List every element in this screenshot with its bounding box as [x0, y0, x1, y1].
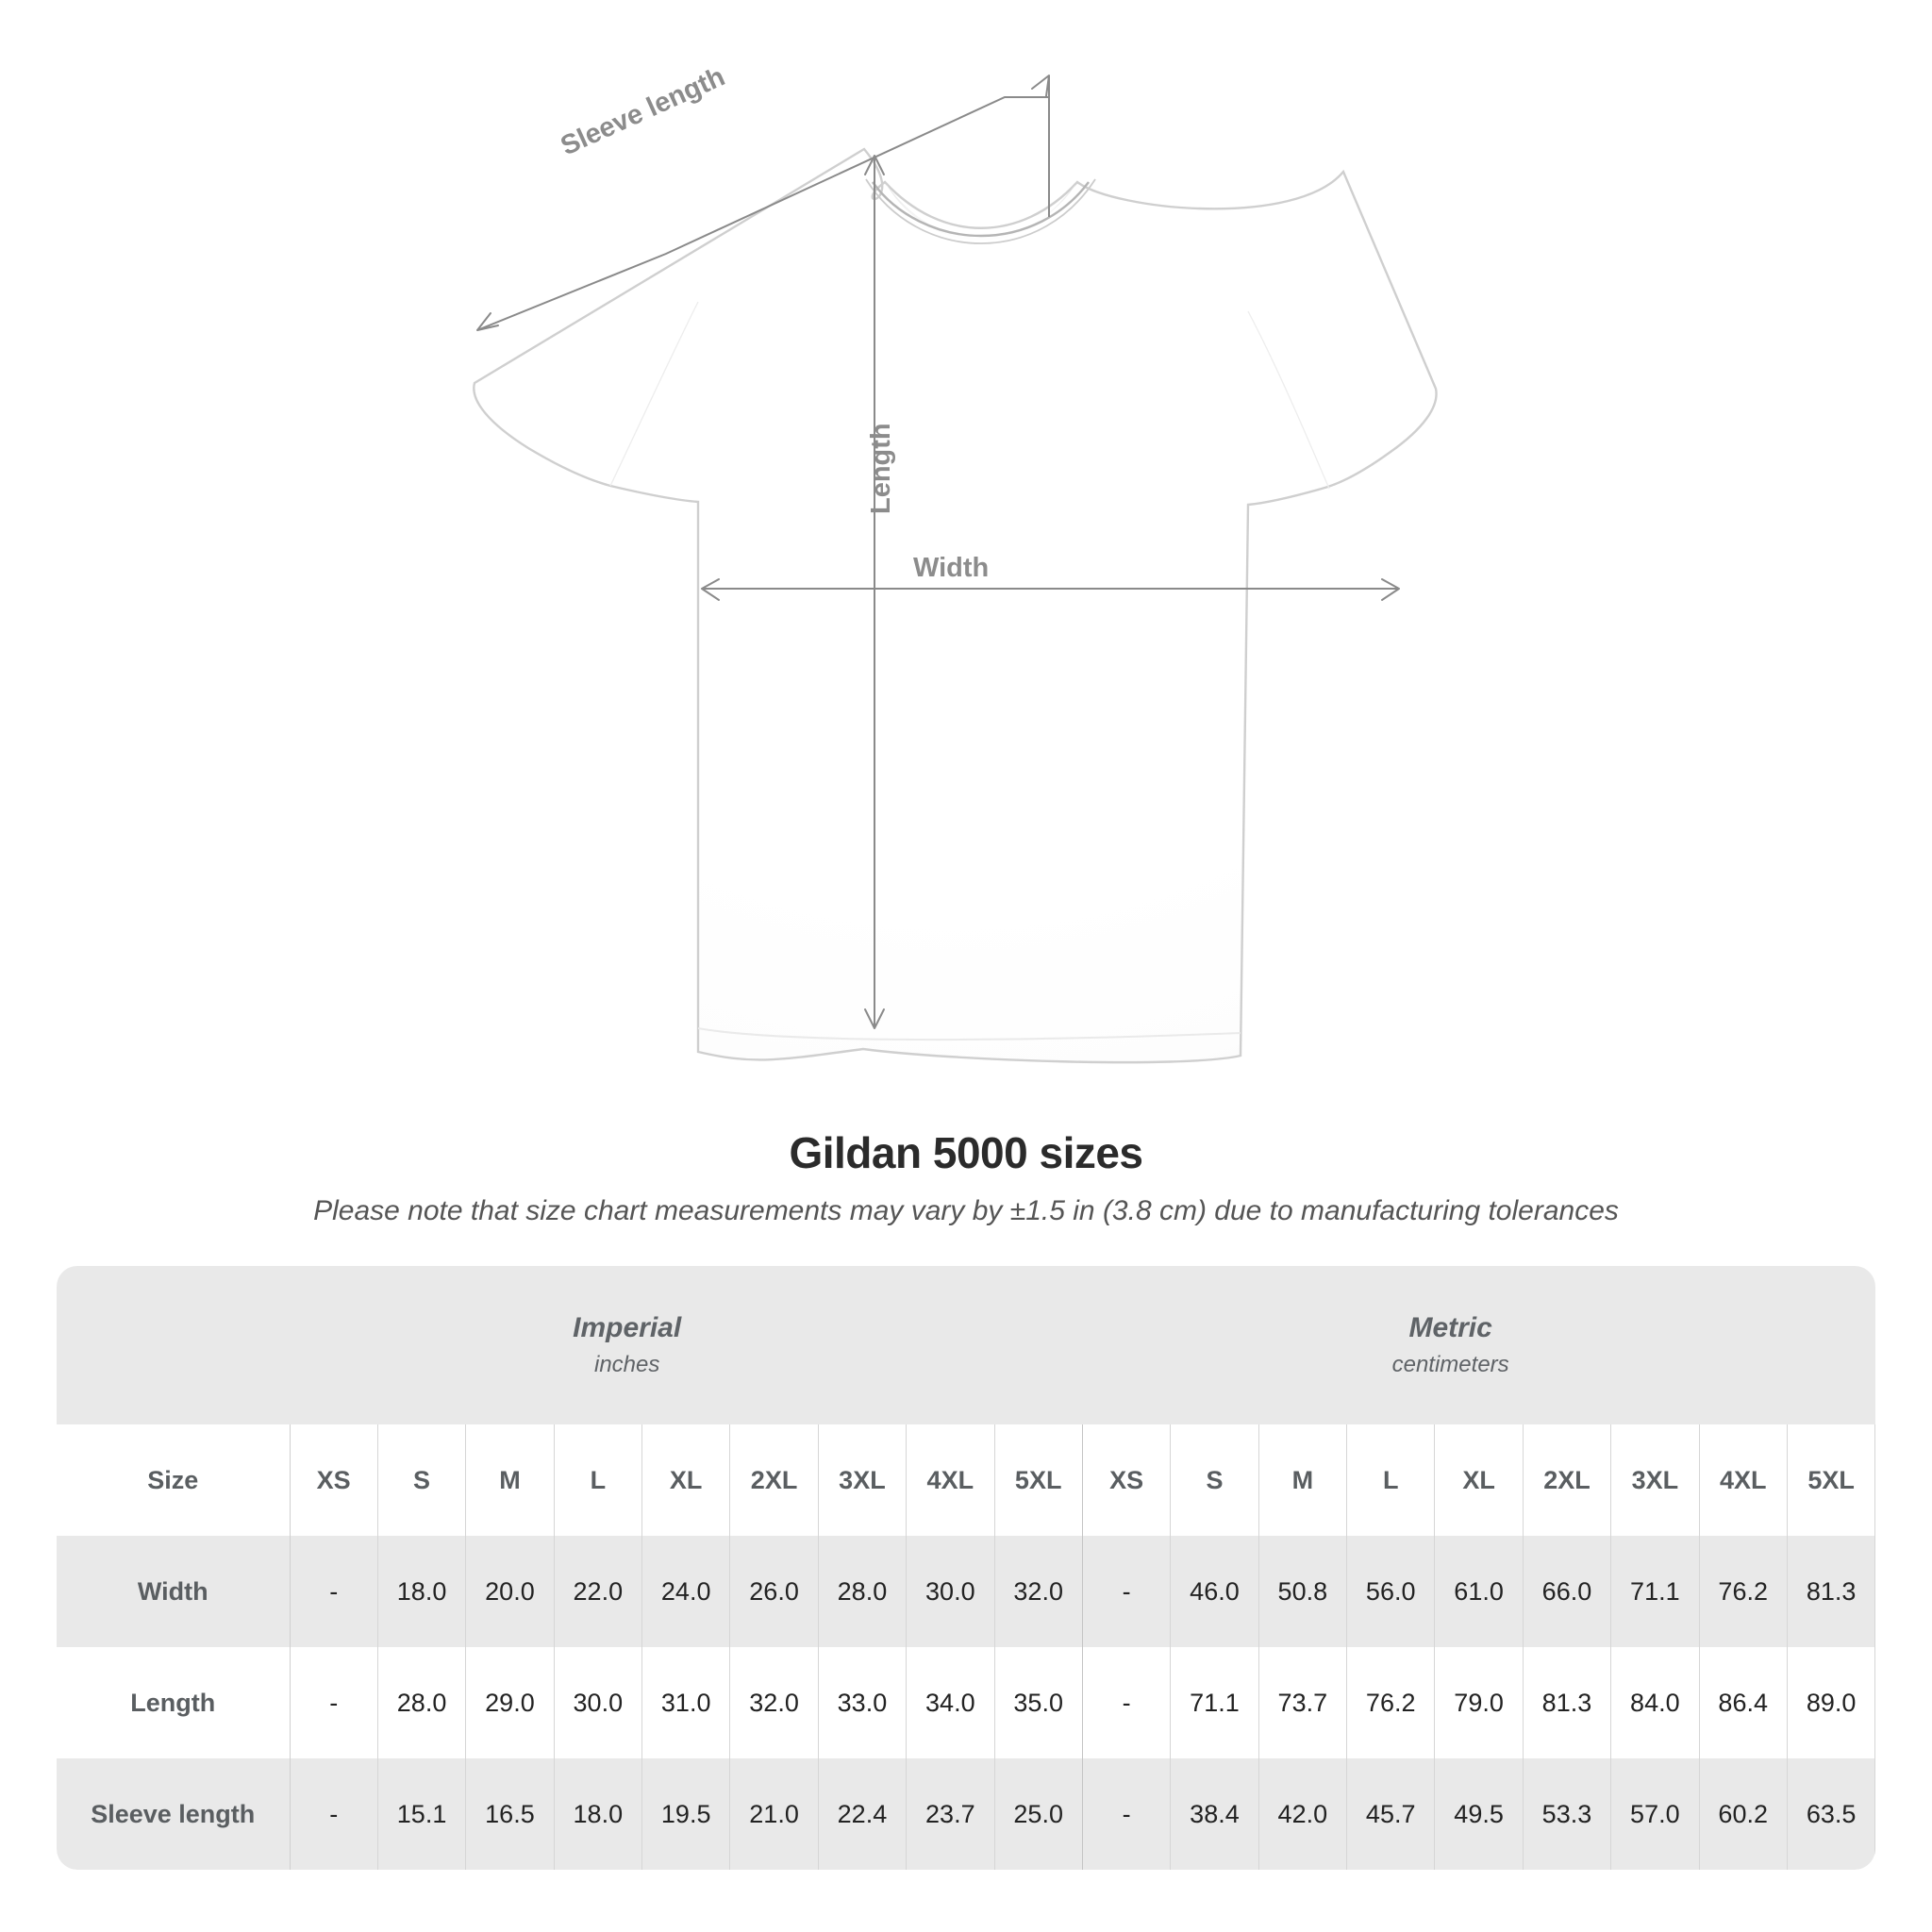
svg-text:Sleeve length: Sleeve length: [557, 61, 730, 161]
svg-text:Width: Width: [913, 553, 989, 583]
svg-text:Length: Length: [866, 423, 896, 514]
